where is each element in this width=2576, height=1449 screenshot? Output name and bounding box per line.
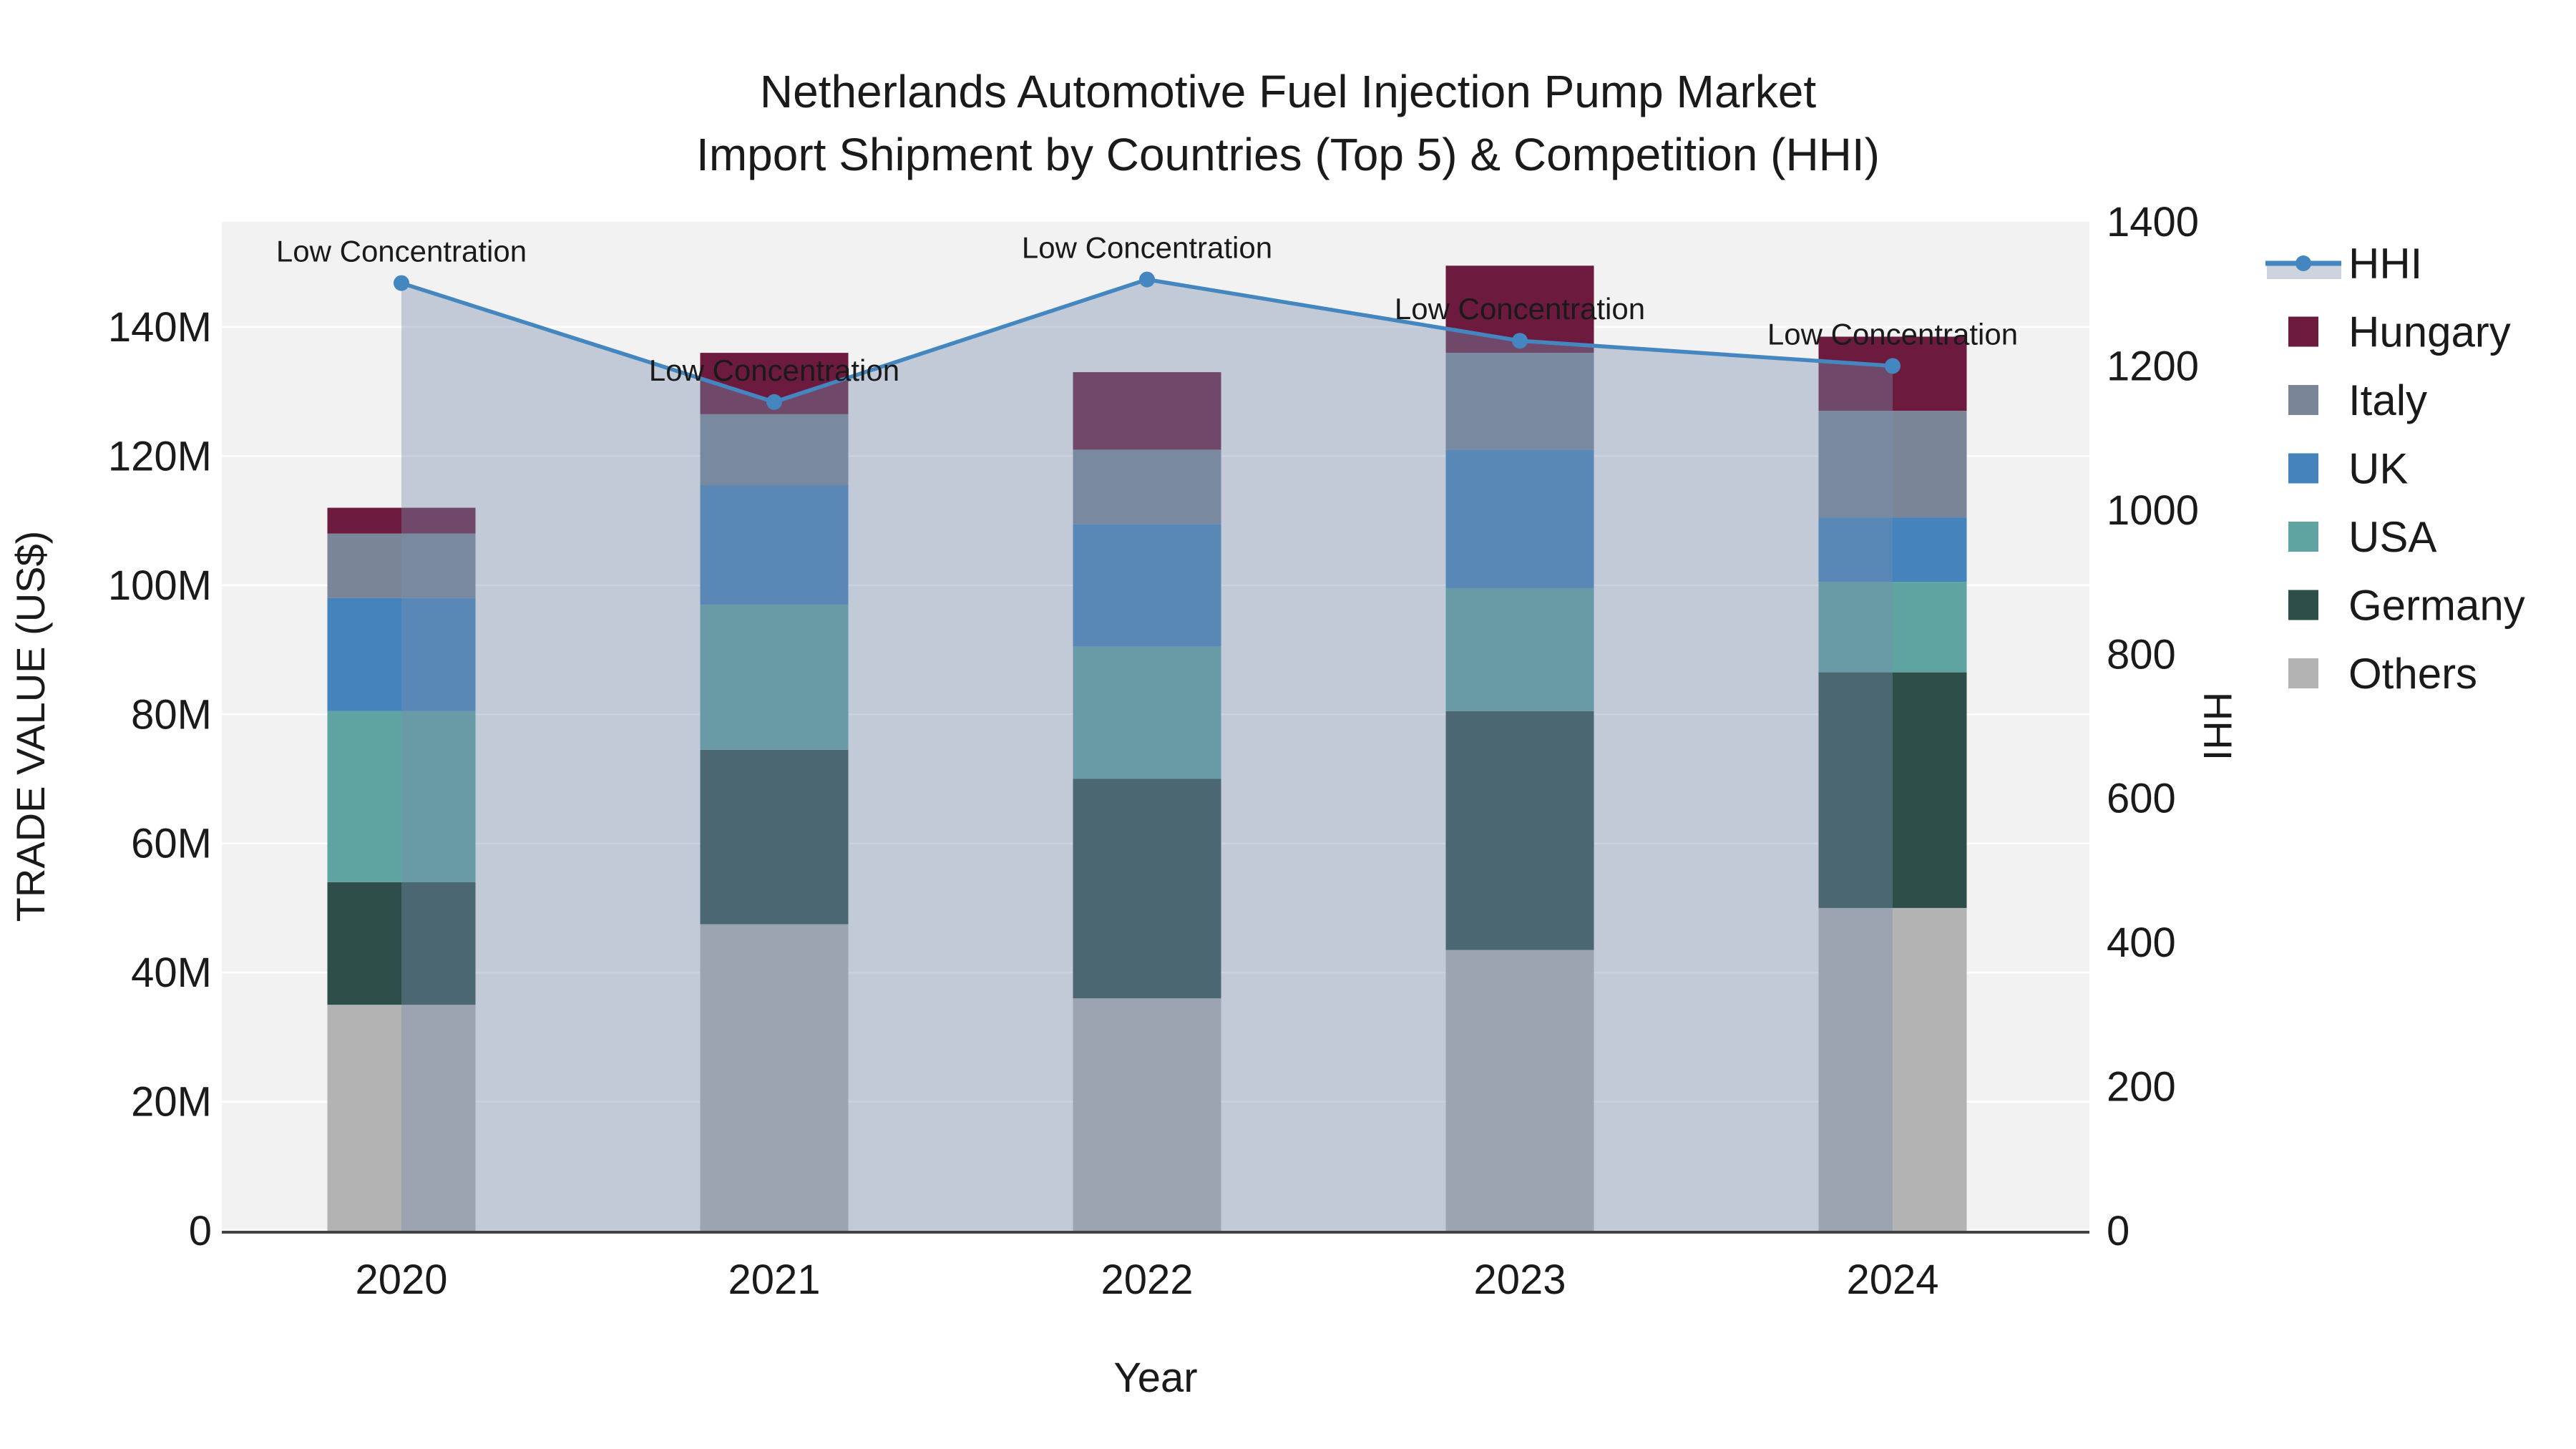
annotation-2023: Low Concentration	[1395, 292, 1645, 326]
x-tick-2020: 2020	[355, 1257, 447, 1303]
hhi-area-fill	[401, 279, 1893, 1231]
y-left-tick: 140M	[108, 304, 212, 351]
y-right-tick: 0	[2107, 1208, 2129, 1254]
bar-segment-uk-2022[interactable]	[1073, 524, 1221, 647]
hhi-marker-2022[interactable]	[1139, 271, 1155, 288]
chart-title-line1: Netherlands Automotive Fuel Injection Pu…	[760, 66, 1817, 117]
legend-swatch-hungary	[2288, 316, 2318, 347]
legend-swatch-uk	[2288, 453, 2318, 484]
y-left-axis-title: TRADE VALUE (US$)	[8, 531, 53, 922]
bar-segment-others-2024[interactable]	[1818, 907, 1967, 1231]
legend-label-uk: UK	[2348, 445, 2408, 493]
legend-label-hhi: HHI	[2348, 240, 2422, 288]
bar-segment-others-2020[interactable]	[327, 1005, 476, 1231]
bar-segment-germany-2021[interactable]	[700, 749, 849, 924]
y-right-tick: 1000	[2107, 487, 2199, 534]
hhi-marker-2020[interactable]	[394, 275, 409, 291]
legend-item-italy[interactable]: Italy	[2288, 376, 2427, 424]
x-tick-2022: 2022	[1101, 1257, 1193, 1303]
annotation-2021: Low Concentration	[649, 353, 899, 387]
legend-item-hungary[interactable]: Hungary	[2288, 308, 2511, 356]
annotation-2024: Low Concentration	[1767, 317, 2018, 351]
legend-label-hungary: Hungary	[2348, 308, 2511, 356]
legend-label-usa: USA	[2348, 513, 2436, 561]
y-left-tick: 120M	[108, 433, 212, 479]
legend-label-germany: Germany	[2348, 582, 2525, 630]
y-right-tick: 1400	[2107, 199, 2199, 245]
y-right-tick: 1200	[2107, 343, 2199, 389]
x-tick-2023: 2023	[1473, 1257, 1566, 1303]
legend-label-italy: Italy	[2348, 376, 2427, 424]
x-axis-title: Year	[1113, 1355, 1197, 1401]
bar-segment-uk-2023[interactable]	[1445, 449, 1594, 589]
bar-segment-others-2021[interactable]	[700, 924, 849, 1231]
bar-segment-uk-2021[interactable]	[700, 485, 849, 605]
y-left-tick: 60M	[131, 821, 212, 867]
y-left-tick: 0	[189, 1208, 212, 1254]
hhi-marker-2024[interactable]	[1885, 358, 1901, 374]
bar-segment-usa-2020[interactable]	[327, 711, 476, 882]
y-right-tick: 800	[2107, 631, 2176, 678]
legend-item-usa[interactable]: USA	[2288, 513, 2436, 561]
bar-segment-usa-2022[interactable]	[1073, 646, 1221, 779]
chart-title-line2: Import Shipment by Countries (Top 5) & C…	[696, 129, 1880, 180]
legend-swatch-italy	[2288, 385, 2318, 415]
x-tick-2024: 2024	[1846, 1257, 1938, 1303]
legend-item-germany[interactable]: Germany	[2288, 582, 2525, 630]
bar-segment-germany-2020[interactable]	[327, 882, 476, 1005]
y-left-tick: 80M	[131, 691, 212, 738]
bar-segment-usa-2021[interactable]	[700, 604, 849, 750]
legend-swatch-usa	[2288, 522, 2318, 552]
x-tick-2021: 2021	[728, 1257, 820, 1303]
bar-segment-italy-2021[interactable]	[700, 414, 849, 485]
bar-segment-italy-2024[interactable]	[1818, 411, 1967, 518]
legend-item-hhi[interactable]: HHI	[2265, 240, 2422, 288]
legend-hhi-marker	[2296, 255, 2311, 271]
legend-label-others: Others	[2348, 650, 2477, 698]
bar-segment-usa-2024[interactable]	[1818, 582, 1967, 673]
bar-segment-italy-2023[interactable]	[1445, 353, 1594, 450]
bar-segment-uk-2024[interactable]	[1818, 517, 1967, 582]
bar-segment-hungary-2022[interactable]	[1073, 372, 1221, 450]
hhi-marker-2021[interactable]	[766, 394, 782, 410]
y-right-axis-title: HHI	[2195, 692, 2240, 761]
y-right-tick: 600	[2107, 776, 2176, 822]
legend-swatch-others	[2288, 658, 2318, 688]
y-left-tick: 100M	[108, 562, 212, 609]
bar-segment-uk-2020[interactable]	[327, 597, 476, 711]
y-left-tick: 20M	[131, 1079, 212, 1126]
y-left-tick: 40M	[131, 950, 212, 996]
bar-segment-hungary-2020[interactable]	[327, 507, 476, 534]
legend-swatch-germany	[2288, 590, 2318, 620]
hhi-marker-2023[interactable]	[1512, 333, 1528, 349]
annotation-2020: Low Concentration	[276, 235, 527, 268]
bar-segment-italy-2022[interactable]	[1073, 449, 1221, 525]
annotation-2022: Low Concentration	[1022, 231, 1272, 265]
bar-segment-italy-2020[interactable]	[327, 533, 476, 598]
bar-segment-others-2023[interactable]	[1445, 950, 1594, 1231]
bar-segment-others-2022[interactable]	[1073, 998, 1221, 1231]
y-right-tick: 400	[2107, 919, 2176, 966]
bar-segment-usa-2023[interactable]	[1445, 588, 1594, 711]
y-right-tick: 200	[2107, 1064, 2176, 1111]
bar-segment-germany-2024[interactable]	[1818, 672, 1967, 908]
legend-item-others[interactable]: Others	[2288, 650, 2477, 698]
legend-item-uk[interactable]: UK	[2288, 445, 2408, 493]
bar-segment-germany-2023[interactable]	[1445, 711, 1594, 950]
bar-segment-germany-2022[interactable]	[1073, 779, 1221, 999]
